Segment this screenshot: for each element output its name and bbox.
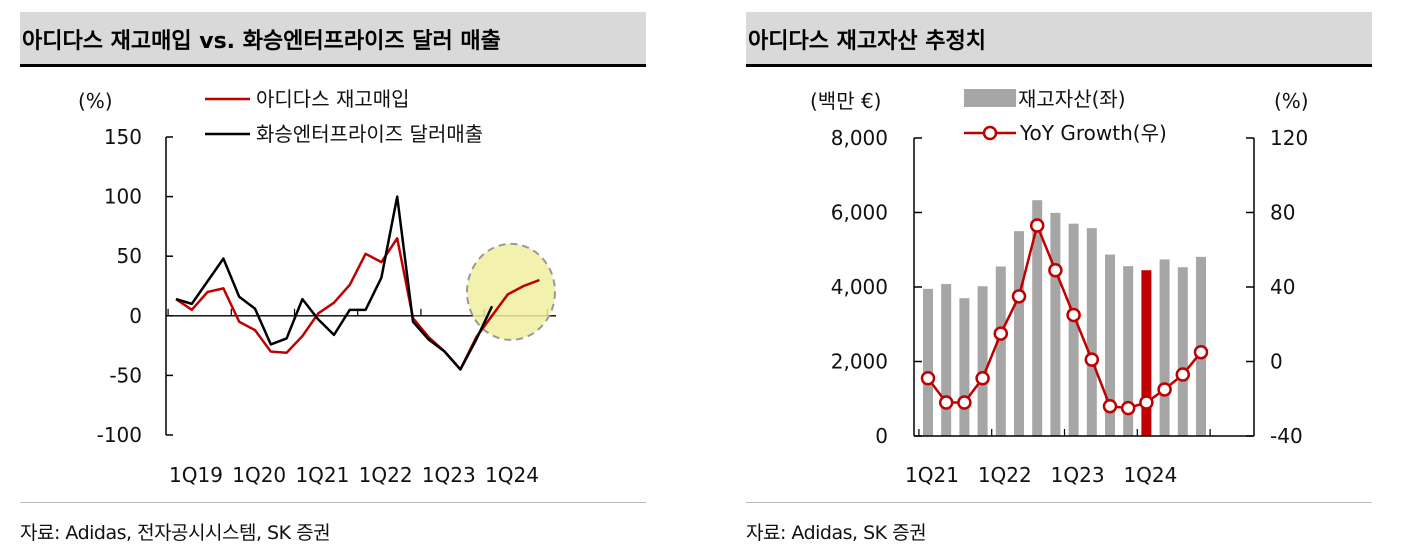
x-tick-label: 1Q23 [422,463,476,487]
yoy-growth-point [957,395,972,410]
yoy-growth-point [1011,289,1027,304]
left-y-axis-unit: (백만 €) [810,89,882,113]
left-chart-panel: 아디다스 재고매입 vs. 화승엔터프라이즈 달러 매출 150 100 50 0 -5… [20,0,646,552]
x-tick-label: 1Q19 [169,463,223,487]
series-line-hwaseung [175,195,494,371]
yoy-growth-point [920,371,936,386]
left-y-tick-label: 2,000 [831,350,888,374]
inventory-bar [959,298,970,436]
legend-line-marker [982,125,998,141]
inventory-bar [995,266,1006,436]
left-y-tick-label: 4,000 [831,275,888,299]
y-tick-label: -50 [109,363,142,387]
right-chart-title-bar: 아디다스 재고자산 추정치 [746,12,1372,67]
legend-label: 화승엔터프라이즈 달러매출 [256,122,483,146]
legend-label: 아디다스 재고매입 [256,87,410,111]
yoy-growth-line [927,224,1202,410]
legend-label: 재고자산(좌) [1018,87,1126,111]
right-y-axis-unit: (%) [1274,89,1309,113]
inventory-bar [1032,200,1043,436]
left-y-tick-label: 0 [875,424,888,448]
left-chart-title-bar: 아디다스 재고매입 vs. 화승엔터프라이즈 달러 매출 [20,12,646,67]
yoy-growth-point [1193,344,1209,360]
yoy-growth-point [1157,382,1172,397]
yoy-growth-point [1102,398,1118,414]
right-chart-title: 아디다스 재고자산 추정치 [748,29,986,54]
x-tick-label: 1Q23 [1051,463,1105,487]
right-y-tick-label: -40 [1270,424,1303,448]
left-chart-source: 자료: Adidas, 전자공시시스템, SK 증권 [20,522,331,544]
y-tick-label: 100 [104,185,142,209]
left-y-tick-label: 8,000 [831,126,888,150]
x-tick-label: 1Q24 [485,463,539,487]
inventory-bar [941,284,952,436]
yoy-growth-point [975,371,990,386]
inventory-bar [977,286,988,436]
x-tick-label: 1Q21 [905,463,959,487]
inventory-bar [1105,254,1115,436]
inventory-bar [1050,212,1061,436]
right-source-divider [746,502,1372,503]
right-bar-line-chart: 8,000 6,000 4,000 2,000 0 (백만 €) 120 80 40 0 -40 (%… [810,87,1309,487]
yoy-growth-point [1120,400,1136,416]
left-y-tick-label: 6,000 [831,201,888,225]
inventory-bar [1086,228,1097,436]
y-tick-label: 150 [104,125,142,149]
yoy-growth-point [1084,352,1100,367]
y-tick-label: 50 [117,244,142,268]
left-chart-title: 아디다스 재고매입 vs. 화승엔터프라이즈 달러 매출 [22,29,501,54]
yoy-growth-point [1066,307,1081,323]
yoy-growth-point [1139,395,1154,410]
x-tick-label: 1Q21 [295,463,349,487]
y-tick-label: -100 [97,423,142,447]
inventory-bar [1014,231,1024,436]
inventory-bar [1159,259,1170,436]
left-line-chart: 150 100 50 0 -50 -100 (%) 1Q19 1Q20 1Q21 1Q22 1Q23 1… [78,87,556,487]
yoy-growth-point [1048,262,1063,278]
x-tick-label: 1Q22 [359,463,413,487]
legend-label: YoY Growth(우) [1019,121,1167,145]
right-y-tick-label: 0 [1270,350,1283,374]
left-source-divider [20,502,646,503]
yoy-growth-point [1029,218,1045,233]
right-y-tick-label: 120 [1270,126,1308,150]
inventory-bar [1123,266,1134,436]
yoy-growth-point [1175,367,1191,382]
right-y-tick-label: 40 [1270,275,1295,299]
yoy-growth-point [993,326,1009,341]
inventory-bar [1068,223,1079,436]
yoy-growth-point [938,395,954,410]
x-tick-label: 1Q22 [978,463,1032,487]
right-chart-panel: 아디다스 재고자산 추정치 8,000 6,000 4,000 2,000 0 (백만 €… [746,0,1372,552]
x-tick-label: 1Q24 [1123,463,1177,487]
right-y-tick-label: 80 [1270,201,1295,225]
y-axis-unit: (%) [78,89,113,113]
right-chart-source: 자료: Adidas, SK 증권 [746,522,927,544]
inventory-bar [1177,267,1188,436]
y-tick-label: 0 [129,304,142,328]
x-tick-label: 1Q20 [232,463,286,487]
inventory-bar [923,288,933,436]
highlight-bar [1141,270,1152,436]
legend-bar-swatch [964,89,1016,107]
